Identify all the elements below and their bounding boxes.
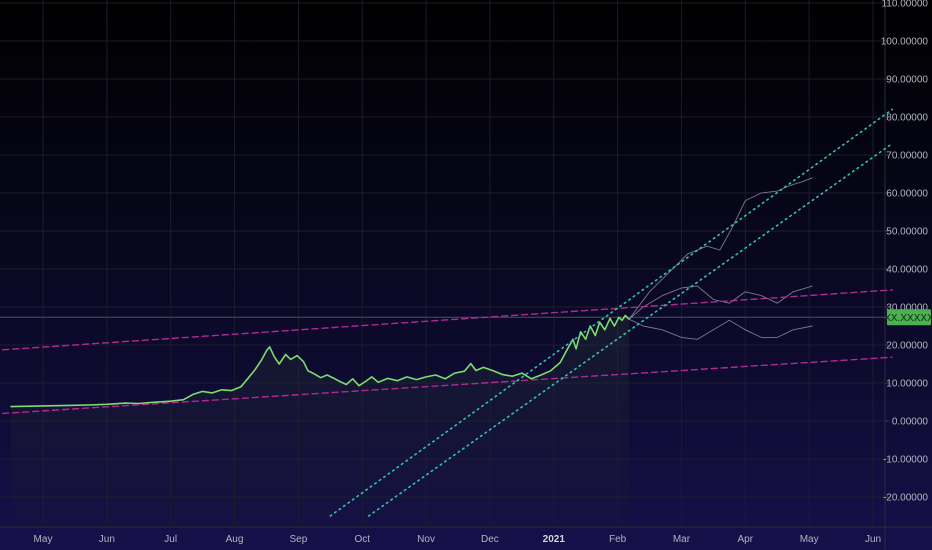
x-tick-label: Nov — [417, 534, 435, 545]
x-tick-label: Jul — [164, 534, 177, 545]
price-tag-bg — [887, 309, 931, 326]
y-tick-label: -10.00000 — [883, 455, 928, 466]
x-tick-label: Dec — [481, 534, 499, 545]
series-lines — [0, 108, 893, 517]
series-trend-cyan-7 — [367, 142, 893, 517]
x-tick-label: May — [34, 534, 53, 545]
y-tick-label: 90.00000 — [886, 75, 928, 86]
x-tick-label: Sep — [289, 534, 307, 545]
y-tick-label: 50.00000 — [886, 227, 928, 238]
y-tick-label: 110.00000 — [881, 0, 928, 10]
y-tick-label: 30.00000 — [886, 303, 928, 314]
series-projection-1 — [628, 177, 813, 320]
y-tick-label: -20.00000 — [883, 493, 928, 504]
x-tick-label: Mar — [673, 534, 691, 545]
series-trend-magenta-4 — [0, 289, 893, 351]
x-tick-label: Aug — [226, 534, 244, 545]
x-tick-label: Jun — [865, 534, 881, 545]
series-price-0 — [10, 314, 630, 408]
x-tick-label: Apr — [738, 534, 754, 545]
series-trend-cyan-6 — [329, 108, 893, 517]
price-area-fill — [11, 315, 630, 527]
y-tick-label: 60.00000 — [886, 189, 928, 200]
y-tick-label: 20.00000 — [886, 341, 928, 352]
x-axis[interactable]: May Jun Jul Aug Sep Oct Nov Dec 2021 Feb Mar Apr May… — [34, 534, 882, 545]
current-price-tag: XX.XXXXX — [884, 309, 932, 326]
y-tick-label: 70.00000 — [886, 151, 928, 162]
x-tick-label: Oct — [354, 534, 370, 545]
series-projection-3 — [628, 318, 813, 340]
y-tick-label: 0.00000 — [892, 417, 929, 428]
y-tick-label: 40.00000 — [886, 265, 928, 276]
y-tick-label: 10.00000 — [886, 379, 928, 390]
y-axis[interactable]: 110.00000 100.00000 90.00000 80.00000 70.000… — [881, 0, 929, 504]
x-tick-label: 2021 — [543, 534, 566, 545]
price-area — [11, 315, 630, 527]
x-tick-label: Jun — [99, 534, 115, 545]
y-tick-label: 100.00000 — [881, 37, 929, 48]
x-tick-label: May — [800, 534, 819, 545]
series-projection-2 — [628, 285, 813, 320]
price-tag-label: XX.XXXXX — [884, 313, 932, 324]
y-tick-label: 80.00000 — [886, 113, 928, 124]
x-tick-label: Feb — [609, 534, 627, 545]
series-trend-magenta-5 — [0, 356, 893, 415]
